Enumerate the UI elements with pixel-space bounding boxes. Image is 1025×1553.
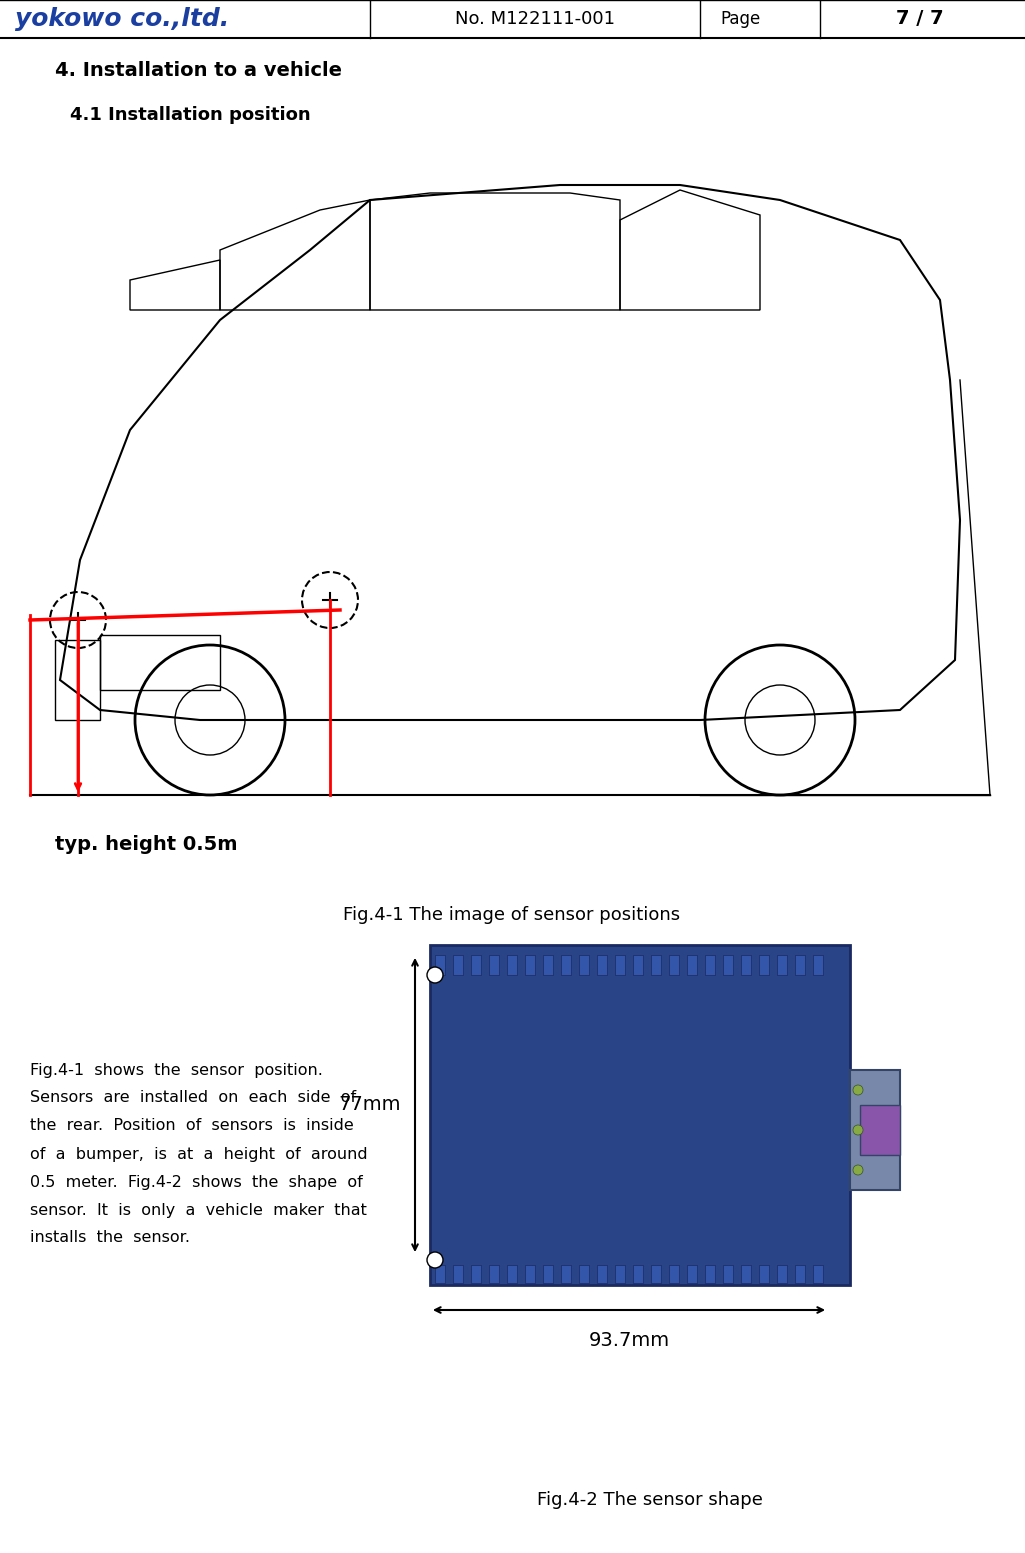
Text: 4. Installation to a vehicle: 4. Installation to a vehicle bbox=[55, 61, 342, 79]
Text: 4.1 Installation position: 4.1 Installation position bbox=[70, 106, 311, 124]
Bar bbox=[472, 955, 481, 975]
Bar bbox=[758, 1266, 769, 1283]
Bar bbox=[435, 1266, 445, 1283]
Bar bbox=[615, 1266, 625, 1283]
Bar bbox=[453, 955, 463, 975]
Text: 77mm: 77mm bbox=[338, 1095, 401, 1115]
Text: Sensors  are  installed  on  each  side  of: Sensors are installed on each side of bbox=[30, 1090, 356, 1106]
Bar bbox=[651, 955, 661, 975]
Bar bbox=[795, 955, 805, 975]
Bar bbox=[615, 955, 625, 975]
Bar bbox=[723, 1266, 733, 1283]
Bar bbox=[777, 1266, 787, 1283]
Text: 7 / 7: 7 / 7 bbox=[896, 9, 944, 28]
Circle shape bbox=[427, 1252, 443, 1267]
Text: sensor.  It  is  only  a  vehicle  maker  that: sensor. It is only a vehicle maker that bbox=[30, 1202, 367, 1218]
Bar bbox=[579, 955, 589, 975]
Bar bbox=[669, 955, 679, 975]
Text: of  a  bumper,  is  at  a  height  of  around: of a bumper, is at a height of around bbox=[30, 1146, 368, 1162]
Bar bbox=[100, 635, 220, 690]
Bar bbox=[507, 1266, 517, 1283]
Bar bbox=[850, 1070, 900, 1190]
Bar bbox=[633, 955, 643, 975]
Bar bbox=[723, 955, 733, 975]
Bar bbox=[741, 1266, 751, 1283]
Bar bbox=[561, 1266, 571, 1283]
Bar bbox=[561, 955, 571, 975]
Bar bbox=[430, 944, 850, 1284]
Bar bbox=[525, 955, 535, 975]
Bar bbox=[597, 1266, 607, 1283]
Bar bbox=[813, 1266, 823, 1283]
Text: 0.5  meter.  Fig.4-2  shows  the  shape  of: 0.5 meter. Fig.4-2 shows the shape of bbox=[30, 1174, 363, 1190]
Bar bbox=[579, 1266, 589, 1283]
Text: Fig.4-1 The image of sensor positions: Fig.4-1 The image of sensor positions bbox=[343, 905, 681, 924]
Bar bbox=[525, 1266, 535, 1283]
Bar bbox=[669, 1266, 679, 1283]
Text: yokowo co.,ltd.: yokowo co.,ltd. bbox=[15, 8, 230, 31]
Bar bbox=[472, 1266, 481, 1283]
Text: 93.7mm: 93.7mm bbox=[588, 1331, 669, 1350]
Bar bbox=[777, 955, 787, 975]
Text: Fig.4-1  shows  the  sensor  position.: Fig.4-1 shows the sensor position. bbox=[30, 1062, 323, 1078]
Text: Page: Page bbox=[720, 9, 761, 28]
Bar bbox=[507, 955, 517, 975]
Bar bbox=[597, 955, 607, 975]
Bar bbox=[489, 955, 499, 975]
Bar bbox=[758, 955, 769, 975]
Bar bbox=[687, 1266, 697, 1283]
Circle shape bbox=[853, 1124, 863, 1135]
Circle shape bbox=[427, 968, 443, 983]
Bar bbox=[705, 1266, 715, 1283]
Bar bbox=[813, 955, 823, 975]
Text: Fig.4-2 The sensor shape: Fig.4-2 The sensor shape bbox=[537, 1491, 763, 1510]
Text: typ. height 0.5m: typ. height 0.5m bbox=[55, 836, 238, 854]
Bar bbox=[453, 1266, 463, 1283]
Text: installs  the  sensor.: installs the sensor. bbox=[30, 1230, 190, 1246]
Bar bbox=[651, 1266, 661, 1283]
Bar bbox=[705, 955, 715, 975]
Text: the  rear.  Position  of  sensors  is  inside: the rear. Position of sensors is inside bbox=[30, 1118, 354, 1134]
Circle shape bbox=[853, 1086, 863, 1095]
Bar bbox=[435, 955, 445, 975]
Bar bbox=[860, 1106, 900, 1155]
Bar bbox=[543, 1266, 554, 1283]
Bar bbox=[741, 955, 751, 975]
Bar bbox=[795, 1266, 805, 1283]
Bar bbox=[543, 955, 554, 975]
Bar bbox=[489, 1266, 499, 1283]
Bar bbox=[633, 1266, 643, 1283]
Bar bbox=[687, 955, 697, 975]
Circle shape bbox=[853, 1165, 863, 1176]
Text: No. M122111-001: No. M122111-001 bbox=[455, 9, 615, 28]
